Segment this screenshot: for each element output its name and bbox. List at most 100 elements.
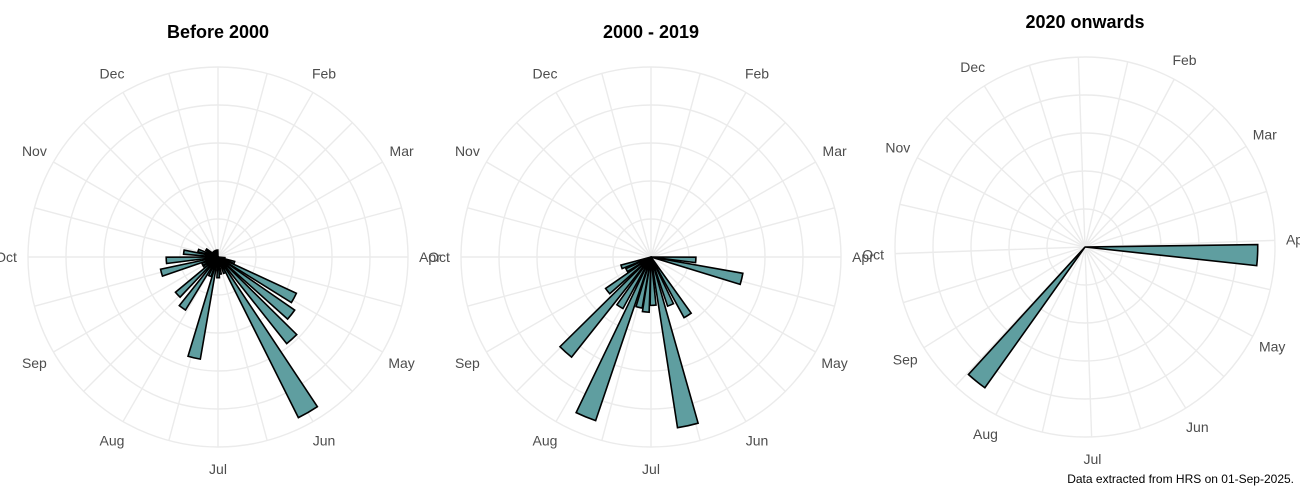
grid-spoke [217, 207, 402, 258]
month-label-may: May [1259, 339, 1285, 355]
bar [650, 256, 700, 429]
month-label-dec: Dec [533, 65, 558, 81]
month-label-oct: Oct [862, 246, 884, 262]
grid-spoke [217, 92, 314, 258]
grid-spoke [122, 92, 219, 258]
month-label-jul: Jul [209, 461, 227, 477]
grid-spoke [916, 157, 1086, 248]
data-source-caption: Data extracted from HRS on 01-Sep-2025. [1067, 472, 1294, 486]
month-label-sep: Sep [455, 355, 480, 371]
grid-spoke [923, 246, 1086, 349]
chart-title: 2020 onwards [1025, 12, 1144, 32]
bar [159, 256, 219, 278]
grid-spoke [899, 203, 1086, 248]
chart-panel: Feb Mar Apr May Jun Jul Aug Sep Oct Nov Dec 2000 - … [428, 22, 874, 477]
bar [650, 256, 693, 319]
grid-spoke [53, 256, 219, 353]
grid-spoke [650, 256, 816, 353]
month-label-jun: Jun [746, 433, 769, 449]
bar [650, 256, 744, 286]
grid-spoke [1084, 107, 1216, 248]
bar [187, 256, 219, 361]
grid-spoke [1084, 246, 1254, 337]
bar [217, 256, 298, 345]
chart-title: Before 2000 [167, 22, 269, 42]
bar [178, 256, 219, 312]
grid-spoke [555, 92, 652, 258]
month-label-jul: Jul [1083, 451, 1101, 467]
bar [624, 256, 652, 273]
month-label-nov: Nov [885, 139, 910, 155]
bar [217, 256, 227, 275]
month-label-jun: Jun [313, 433, 336, 449]
grid-spoke [650, 161, 816, 258]
month-label-apr: Apr [419, 249, 441, 265]
grid-spoke [1084, 246, 1187, 409]
month-label-aug: Aug [100, 433, 125, 449]
grid-spoke [217, 73, 268, 258]
grid-spoke [895, 246, 1086, 255]
grid-spoke [1084, 246, 1142, 429]
polar-grid [894, 56, 1276, 438]
grid-spoke [486, 161, 652, 258]
chart-panel: Feb Mar Apr May Jun Jul Aug Sep Oct Nov Dec Before … [0, 22, 441, 477]
grid-spoke [168, 73, 219, 258]
month-label-jun: Jun [1186, 419, 1209, 435]
month-label-sep: Sep [893, 351, 918, 367]
month-label-apr: Apr [852, 249, 874, 265]
grid-spoke [650, 207, 835, 258]
grid-spoke [1084, 78, 1175, 248]
grid-spoke [1084, 145, 1247, 248]
grid-spoke [650, 92, 747, 258]
month-label-nov: Nov [455, 143, 480, 159]
bar-series [967, 243, 1259, 389]
grid-spoke [1084, 190, 1267, 248]
bar [967, 246, 1086, 389]
bar [165, 256, 219, 265]
grid-spoke [122, 256, 219, 422]
grid-spoke [1084, 246, 1271, 291]
month-label-oct: Oct [0, 249, 17, 265]
bar [575, 256, 652, 422]
bar [217, 256, 319, 419]
grid-spoke [1077, 57, 1086, 248]
grid-spoke [1028, 65, 1086, 248]
grid-spoke [217, 256, 402, 307]
grid-circle [894, 56, 1276, 438]
month-label-feb: Feb [312, 65, 336, 81]
month-label-oct: Oct [428, 249, 450, 265]
grid-spoke [650, 73, 701, 258]
month-label-jul: Jul [642, 461, 660, 477]
month-label-mar: Mar [823, 143, 847, 159]
grid-spoke [1084, 61, 1129, 248]
grid-spoke [53, 161, 219, 258]
month-label-dec: Dec [100, 65, 125, 81]
grid-spoke [217, 256, 268, 441]
grid-spoke [516, 122, 652, 258]
grid-spoke [34, 207, 219, 258]
month-label-feb: Feb [1172, 52, 1196, 68]
grid-spoke [945, 116, 1086, 248]
bar-series [159, 247, 319, 419]
bar [1084, 243, 1259, 267]
bar [650, 256, 675, 308]
grid-spoke [217, 161, 383, 258]
grid-spoke [1084, 246, 1225, 378]
grid-spoke [995, 246, 1086, 416]
bar [216, 249, 219, 258]
month-label-feb: Feb [745, 65, 769, 81]
month-label-mar: Mar [1253, 127, 1277, 143]
grid-spoke [83, 122, 219, 258]
month-label-aug: Aug [973, 426, 998, 442]
month-label-dec: Dec [960, 59, 985, 75]
grid-spoke [650, 256, 786, 392]
month-label-may: May [821, 355, 847, 371]
month-label-aug: Aug [533, 433, 558, 449]
bar [174, 256, 219, 299]
bar [604, 256, 652, 295]
grid-spoke [1041, 246, 1086, 433]
chart-panel: Feb Mar Apr May Jun Jul Aug Sep Oct Nov Dec 2020 on… [862, 12, 1300, 467]
grid-spoke [601, 73, 652, 258]
month-label-sep: Sep [22, 355, 47, 371]
